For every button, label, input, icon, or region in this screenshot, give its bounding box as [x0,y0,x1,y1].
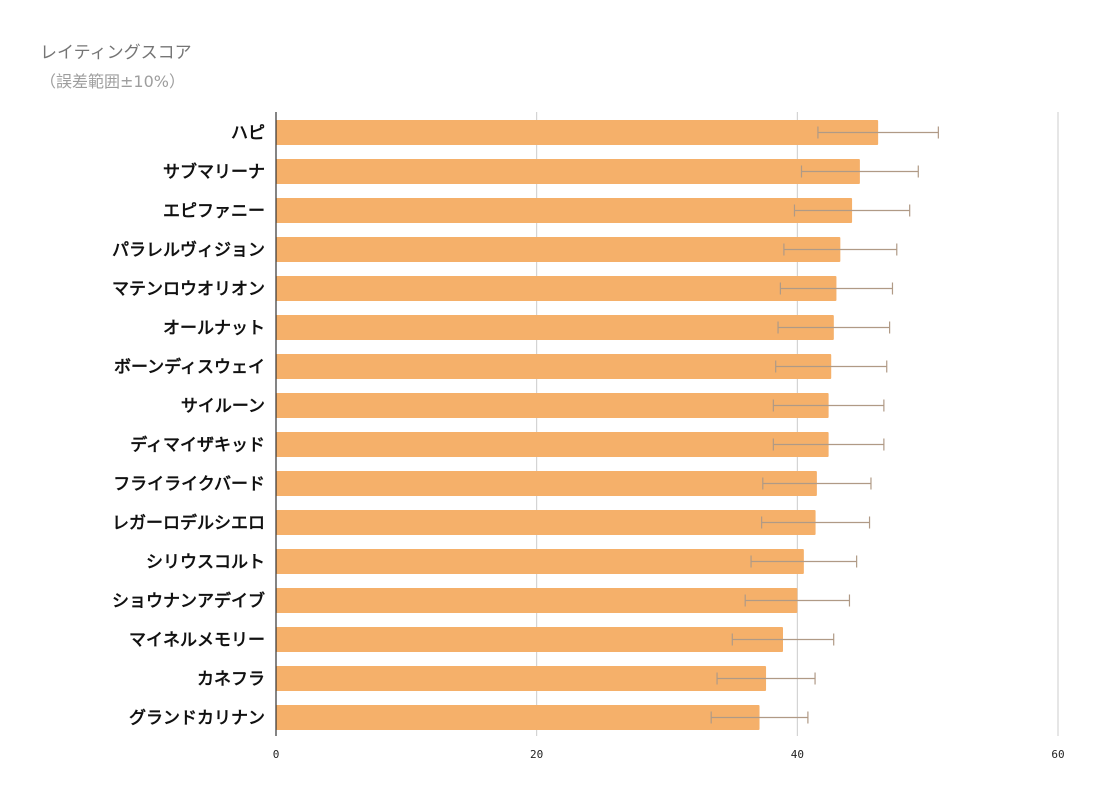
bar-6 [276,354,832,379]
category-label-2: エピファニー [163,202,265,222]
bar-15 [276,705,760,730]
bar-12 [276,588,798,613]
category-label-1: サブマリーナ [163,162,265,183]
category-label-12: ショウナンアデイブ [112,591,265,612]
category-label-7: サイルーン [181,397,265,417]
x-tick-label-0: 0 [273,748,280,761]
bar-5 [276,315,834,340]
category-label-8: ディマイザキッド [130,435,265,456]
bar-3 [276,237,841,262]
category-label-10: レガーロデルシエロ [112,513,265,534]
category-label-0: ハピ [231,124,265,144]
category-label-9: フライライクバード [113,475,265,495]
category-label-15: グランドカリナン [129,708,265,729]
category-label-13: マイネルメモリー [129,631,265,651]
category-label-11: シリウスコルト [146,553,265,573]
bar-4 [276,276,837,301]
bar-14 [276,666,767,691]
x-tick-label-2: 40 [791,748,804,761]
category-label-4: マテンロウオリオン [112,280,265,300]
category-label-3: パラレルヴィジョン [112,240,265,261]
bar-13 [276,627,783,652]
bar-11 [276,549,804,574]
bar-0 [276,120,879,145]
bar-10 [276,510,816,535]
bar-1 [276,159,860,184]
chart-title: レイティングスコア [40,43,192,63]
bar-9 [276,471,817,496]
bar-2 [276,198,853,223]
bar-8 [276,432,829,457]
chart-subtitle: （誤差範囲±10%） [40,72,185,91]
x-tick-label-1: 20 [530,748,543,761]
category-label-6: ボーンディスウェイ [114,357,265,378]
category-label-14: カネフラ [197,670,265,690]
x-tick-label-3: 60 [1051,748,1064,761]
category-label-5: オールナット [163,319,265,339]
bar-7 [276,393,829,418]
